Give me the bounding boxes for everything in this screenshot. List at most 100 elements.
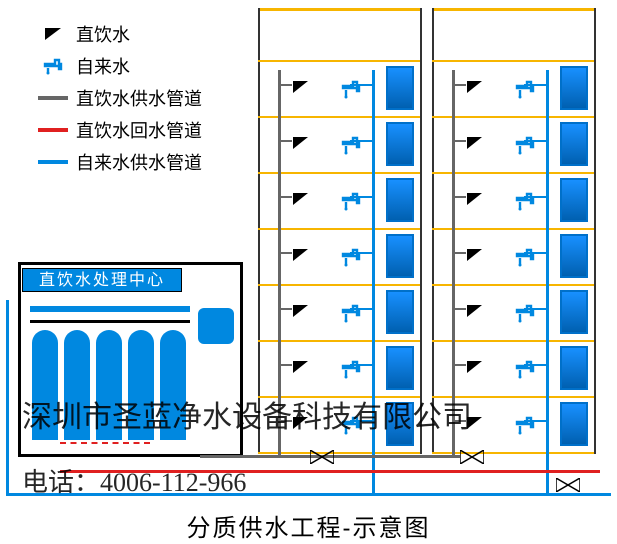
legend-label: 自来水供水管道 [76, 149, 202, 175]
tap-icon [340, 246, 362, 273]
legend-label: 直饮水供水管道 [76, 85, 202, 111]
tap-icon [514, 246, 536, 273]
tap-branch [524, 364, 546, 366]
legend: 直饮水 自来水 直饮水供水管道 直饮水回水管道 自来水供水管道 [30, 18, 202, 178]
wall [432, 8, 434, 454]
arrow-icon [466, 302, 484, 325]
roof-line [258, 8, 420, 11]
diagram-canvas: 直饮水 自来水 直饮水供水管道 直饮水回水管道 自来水供水管道 直饮水处理中心 [0, 0, 617, 544]
window-icon [560, 122, 588, 166]
window-icon [560, 346, 588, 390]
tap-icon [514, 358, 536, 385]
floor-line [258, 172, 420, 174]
diagram-title: 分质供水工程-示意图 [0, 508, 617, 543]
tap-branch [524, 140, 546, 142]
tap-branch [350, 364, 372, 366]
arrow-icon [466, 78, 484, 101]
arrow-icon [466, 190, 484, 213]
tap-icon [340, 190, 362, 217]
arrow-icon [292, 134, 310, 157]
arrow-icon [30, 24, 76, 44]
tap-icon [514, 302, 536, 329]
floor-line [432, 172, 594, 174]
wall [594, 8, 596, 454]
window-icon [560, 178, 588, 222]
tapwater-riser [546, 70, 549, 493]
valve-icon [556, 478, 580, 497]
tap-branch [524, 252, 546, 254]
tap-icon [514, 190, 536, 217]
window-icon [386, 234, 414, 278]
watermark-phone: 电话：4006-112-966 [22, 462, 246, 499]
floor-line [258, 116, 420, 118]
tap-branch [350, 84, 372, 86]
valve-icon [460, 450, 484, 469]
tap-icon [514, 78, 536, 105]
line-swatch [30, 96, 76, 100]
tap-branch [524, 84, 546, 86]
tap-icon [340, 358, 362, 385]
window-icon [560, 290, 588, 334]
window-icon [386, 346, 414, 390]
arrow-icon [292, 190, 310, 213]
legend-row-tap: 自来水 [30, 50, 202, 82]
window-icon [560, 234, 588, 278]
floor-line [432, 60, 594, 62]
tap-icon [514, 134, 536, 161]
tap-branch [350, 196, 372, 198]
tapwater-main-v [6, 300, 9, 496]
window-icon [386, 290, 414, 334]
line-swatch [30, 160, 76, 164]
floor-line [258, 340, 420, 342]
tap-icon [30, 56, 76, 76]
tap-branch [350, 308, 372, 310]
floor-line [432, 116, 594, 118]
window-icon [560, 66, 588, 110]
arrow-icon [466, 358, 484, 381]
window-icon [386, 122, 414, 166]
tap-branch [524, 196, 546, 198]
legend-row-tap-pipe: 自来水供水管道 [30, 146, 202, 178]
arrow-icon [466, 134, 484, 157]
legend-row-dd-tap: 直饮水 [30, 18, 202, 50]
floor-line [258, 228, 420, 230]
tap-branch [350, 252, 372, 254]
floor-line [432, 340, 594, 342]
tap-branch [524, 308, 546, 310]
floor-line [432, 452, 594, 454]
valve-icon [310, 450, 334, 469]
legend-label: 直饮水回水管道 [76, 117, 202, 143]
wall [258, 8, 260, 454]
tap-icon [514, 414, 536, 441]
floor-line [258, 452, 420, 454]
watermark-company: 深圳市圣蓝净水设备科技有限公司 [22, 392, 472, 436]
legend-row-dd-ret: 直饮水回水管道 [30, 114, 202, 146]
arrow-icon [292, 358, 310, 381]
tank [198, 308, 234, 344]
window-icon [560, 402, 588, 446]
tap-icon [340, 134, 362, 161]
tap-icon [340, 302, 362, 329]
arrow-icon [292, 246, 310, 269]
arrow-icon [292, 302, 310, 325]
plant-manifold [30, 306, 190, 312]
tap-branch [524, 420, 546, 422]
wall [420, 8, 422, 454]
treatment-plant-header: 直饮水处理中心 [22, 268, 182, 292]
legend-label: 自来水 [76, 53, 130, 79]
floor-line [258, 60, 420, 62]
plant-manifold [30, 320, 190, 323]
tap-branch [350, 140, 372, 142]
legend-row-dd-pipe: 直饮水供水管道 [30, 82, 202, 114]
floor-line [432, 228, 594, 230]
window-icon [386, 178, 414, 222]
dd-return-pipe-dashed [60, 442, 150, 444]
tap-icon [340, 78, 362, 105]
legend-label: 直饮水 [76, 21, 130, 47]
window-icon [386, 66, 414, 110]
arrow-icon [292, 78, 310, 101]
arrow-icon [466, 246, 484, 269]
line-swatch [30, 128, 76, 132]
floor-line [258, 284, 420, 286]
floor-line [432, 284, 594, 286]
